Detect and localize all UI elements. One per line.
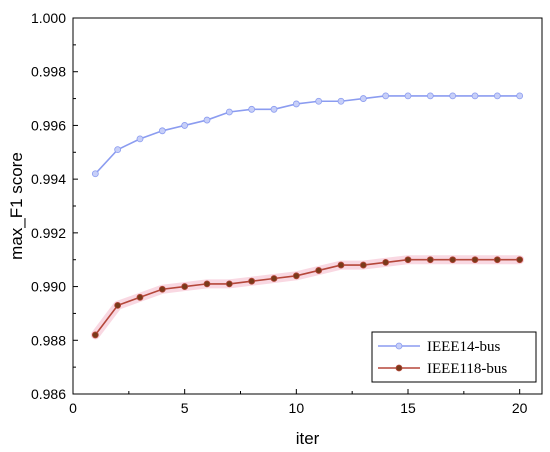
y-tick-label: 1.000 — [31, 10, 66, 26]
y-tick-label: 0.988 — [31, 332, 66, 348]
data-point — [292, 272, 300, 280]
y-tick-label: 0.992 — [31, 225, 66, 241]
data-point — [181, 283, 189, 290]
data-point — [114, 146, 122, 154]
data-point — [136, 293, 144, 301]
data-point — [516, 256, 524, 264]
data-point — [158, 127, 166, 135]
x-tick-label: 5 — [181, 400, 189, 416]
data-point — [516, 92, 524, 100]
legend-label: IEEE118-bus — [427, 361, 507, 377]
data-point — [493, 92, 501, 100]
legend-box — [371, 331, 537, 383]
x-tick-label: 20 — [512, 400, 528, 416]
data-point — [315, 97, 323, 105]
data-point — [359, 261, 367, 269]
data-point — [449, 256, 457, 264]
data-point — [203, 116, 211, 124]
data-point — [404, 256, 412, 264]
data-point — [91, 331, 99, 339]
y-tick-label: 0.996 — [31, 117, 66, 133]
data-point — [91, 170, 99, 178]
data-point — [382, 258, 390, 266]
data-point — [337, 261, 345, 269]
x-tick-label: 15 — [400, 400, 416, 416]
series-band — [90, 255, 525, 340]
data-point — [292, 100, 300, 108]
data-point — [158, 285, 166, 293]
y-tick-label: 0.986 — [31, 386, 66, 402]
legend-label: IEEE14-bus — [427, 339, 500, 355]
data-point — [471, 92, 479, 100]
data-point — [203, 280, 211, 288]
series-layer — [91, 92, 524, 339]
data-point — [270, 275, 278, 282]
data-point — [225, 108, 233, 116]
data-point — [181, 122, 189, 129]
data-point — [248, 277, 256, 285]
data-point — [225, 280, 233, 288]
data-point — [426, 92, 434, 100]
legend: IEEE14-bus IEEE118-bus — [371, 331, 537, 383]
data-point — [359, 95, 367, 102]
series-line — [94, 258, 520, 336]
data-point — [404, 92, 412, 100]
data-point — [382, 92, 390, 100]
y-axis-title: max_F1 score — [7, 152, 26, 260]
legend-marker — [395, 342, 403, 350]
data-point — [493, 256, 501, 264]
data-point — [426, 256, 434, 264]
legend-marker — [395, 364, 403, 372]
tick-layer: 0 5 10 15 20 0.986 0.988 0.990 0.992 0.994 0.996 0.… — [31, 10, 528, 416]
y-tick-label: 0.994 — [31, 171, 66, 187]
series-line — [94, 95, 520, 175]
y-tick-label: 0.998 — [31, 64, 66, 80]
x-tick-label: 0 — [69, 400, 77, 416]
data-point — [337, 97, 345, 105]
data-point — [471, 256, 479, 264]
y-tick-label: 0.990 — [31, 279, 66, 295]
x-tick-label: 10 — [289, 400, 305, 416]
error-band-layer — [90, 255, 525, 340]
data-point — [449, 92, 457, 100]
data-point — [248, 105, 256, 113]
data-point — [136, 135, 144, 143]
data-point — [315, 267, 323, 274]
data-point — [270, 105, 278, 113]
x-axis-title: iter — [296, 429, 320, 448]
data-point — [114, 301, 122, 309]
